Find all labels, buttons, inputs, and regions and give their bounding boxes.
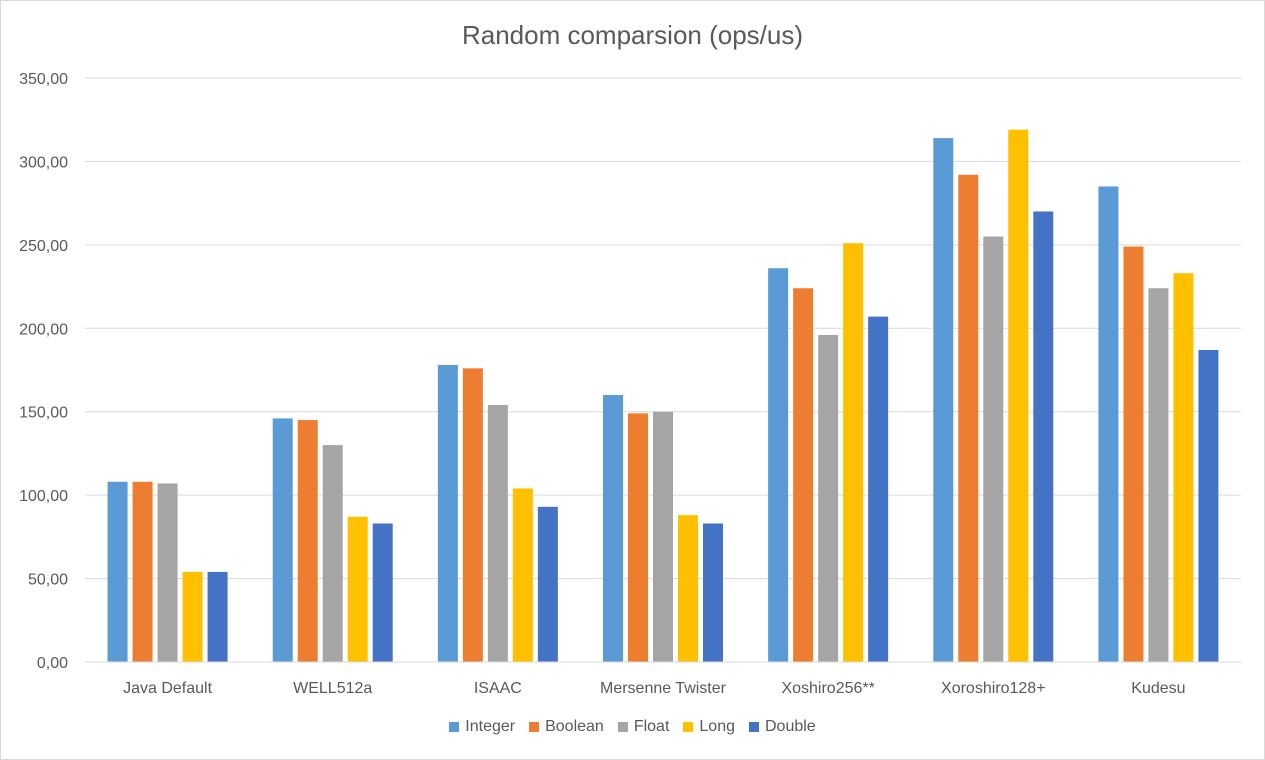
legend-item: Double [749,718,816,736]
y-tick-label: 300,00 [19,154,68,171]
bar-double [1198,349,1219,662]
bar-float [983,236,1004,662]
x-tick-label: Kudesu [1131,680,1185,697]
chart-title: Random comparsion (ops/us) [461,20,804,50]
chart-legend: Integer Boolean Float Long Double [0,718,1265,736]
bar-double [703,523,723,662]
y-tick-label: 100,00 [19,488,68,505]
legend-swatch [449,722,460,732]
x-tick-label: WELL512a [293,680,372,697]
bar-integer [768,268,789,662]
y-tick-label: 150,00 [19,405,68,422]
legend-label: Long [699,718,735,735]
bar-boolean [958,174,979,662]
y-tick-label: 350,00 [19,71,68,88]
legend-label: Boolean [545,718,604,735]
x-tick-label: Xoshiro256** [781,680,874,697]
bar-boolean [628,413,648,662]
legend-label: Integer [465,718,516,735]
bar-long [843,243,864,662]
legend-label: Float [633,718,670,735]
bar-boolean [132,481,153,662]
legend-swatch [749,722,759,732]
bar-long [1173,273,1194,662]
bar-double [207,571,228,662]
bar-float [1148,288,1169,662]
bar-integer [107,481,128,662]
bar-integer [272,418,293,662]
bar-boolean [462,368,483,662]
x-tick-label: Xoroshiro128+ [941,680,1046,697]
legend-swatch [617,722,628,732]
bar-long [512,488,533,662]
bar-double [537,506,558,662]
bar-long [182,571,203,662]
legend-item: Long [683,718,735,736]
bar-boolean [1123,246,1144,663]
bar-integer [603,395,623,662]
bar-long [678,515,698,662]
bar-float [653,411,673,662]
x-tick-label: Mersenne Twister [600,680,727,697]
x-tick-label: Java Default [123,680,212,697]
y-tick-label: 50,00 [28,572,68,589]
legend-item: Boolean [529,718,604,736]
bar-float [818,334,839,662]
legend-swatch [529,722,540,732]
bar-float [322,445,343,662]
bar-double [868,316,889,662]
legend-swatch [683,722,694,732]
legend-item: Float [617,718,670,736]
bar-double [1033,211,1054,662]
x-tick-label: ISAAC [474,680,522,697]
legend-label: Double [765,718,816,735]
bar-integer [437,364,458,662]
y-tick-label: 200,00 [19,321,68,338]
bar-long [347,516,368,662]
bar-float [487,405,508,662]
y-tick-label: 250,00 [19,238,68,255]
bar-integer [1098,186,1119,662]
legend-item: Integer [449,718,515,736]
bar-integer [933,138,954,662]
bar-float [157,483,178,662]
y-tick-label: 0,00 [37,655,68,672]
bar-boolean [297,420,318,662]
bar-double [372,523,393,662]
bar-boolean [793,288,814,662]
bar-long [1008,129,1029,662]
